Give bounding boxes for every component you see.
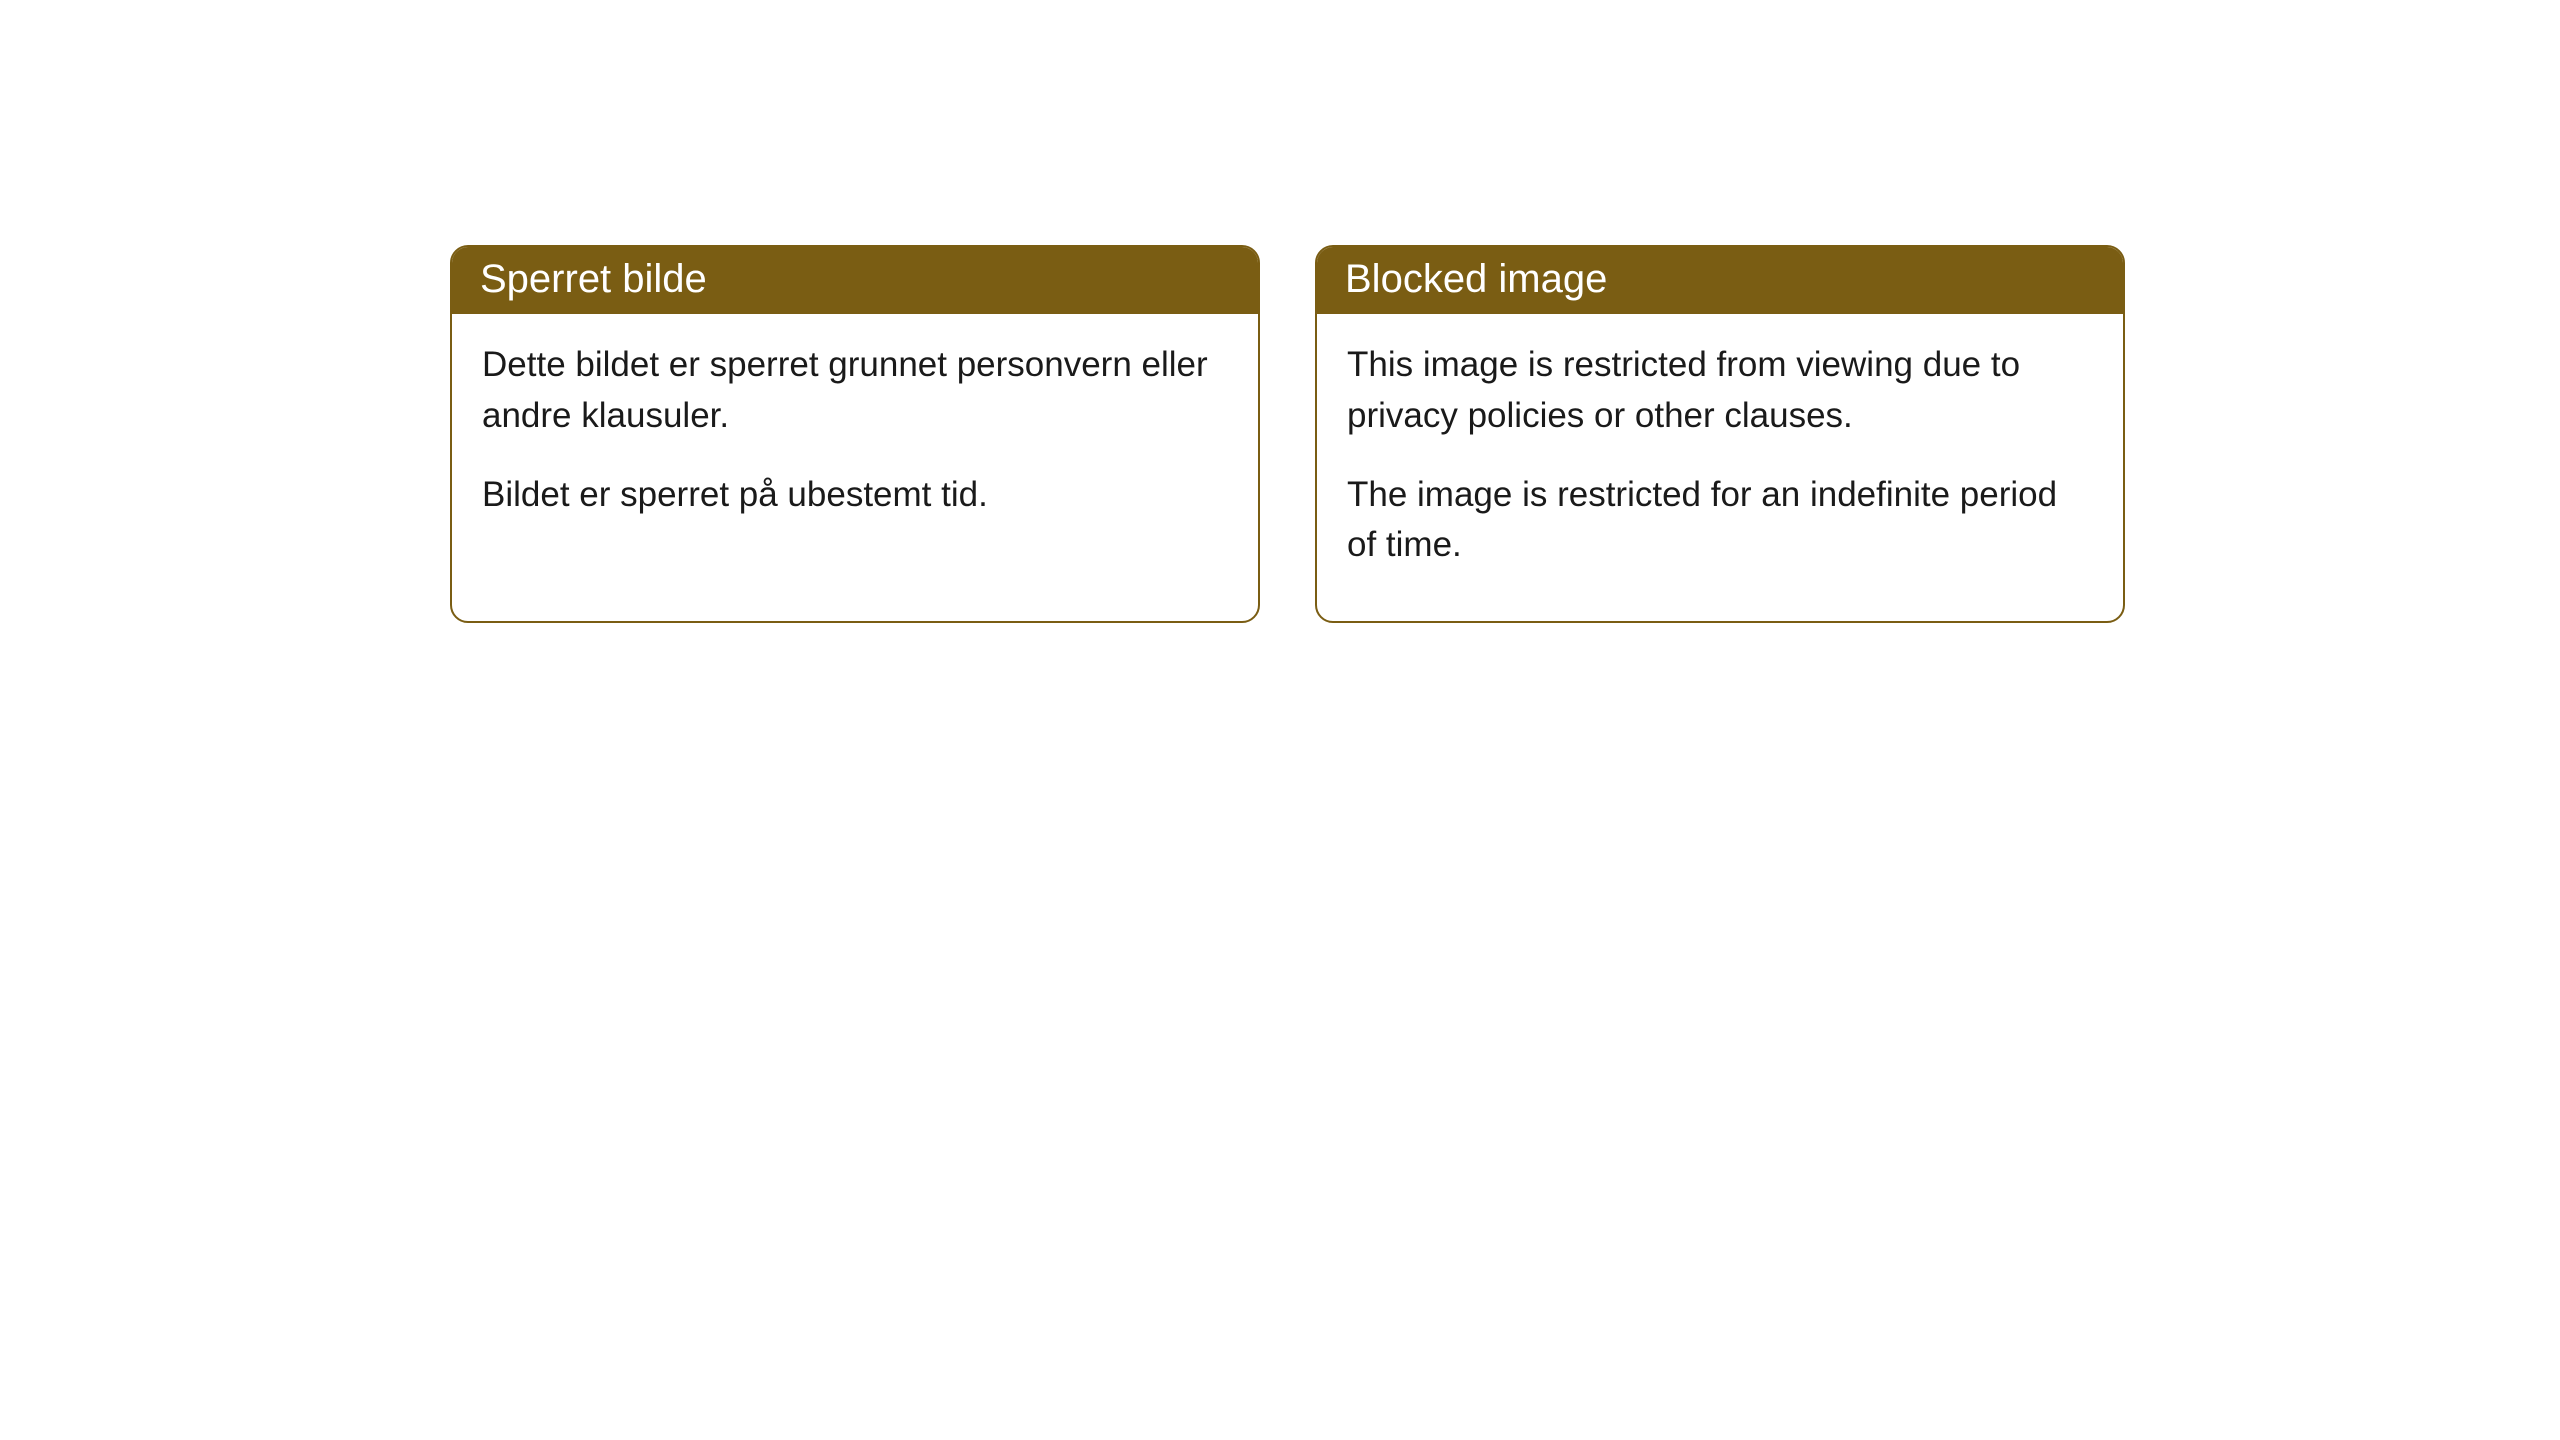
card-body: Dette bildet er sperret grunnet personve… [452,314,1258,570]
card-title: Sperret bilde [480,257,707,301]
card-title: Blocked image [1345,257,1607,301]
blocked-image-card-english: Blocked image This image is restricted f… [1315,245,2125,623]
card-body: This image is restricted from viewing du… [1317,314,2123,621]
card-paragraph: This image is restricted from viewing du… [1347,340,2093,442]
card-paragraph: The image is restricted for an indefinit… [1347,470,2093,572]
card-header: Sperret bilde [452,247,1258,314]
blocked-image-card-norwegian: Sperret bilde Dette bildet er sperret gr… [450,245,1260,623]
card-header: Blocked image [1317,247,2123,314]
card-paragraph: Dette bildet er sperret grunnet personve… [482,340,1228,442]
notice-container: Sperret bilde Dette bildet er sperret gr… [0,0,2560,623]
card-paragraph: Bildet er sperret på ubestemt tid. [482,470,1228,521]
